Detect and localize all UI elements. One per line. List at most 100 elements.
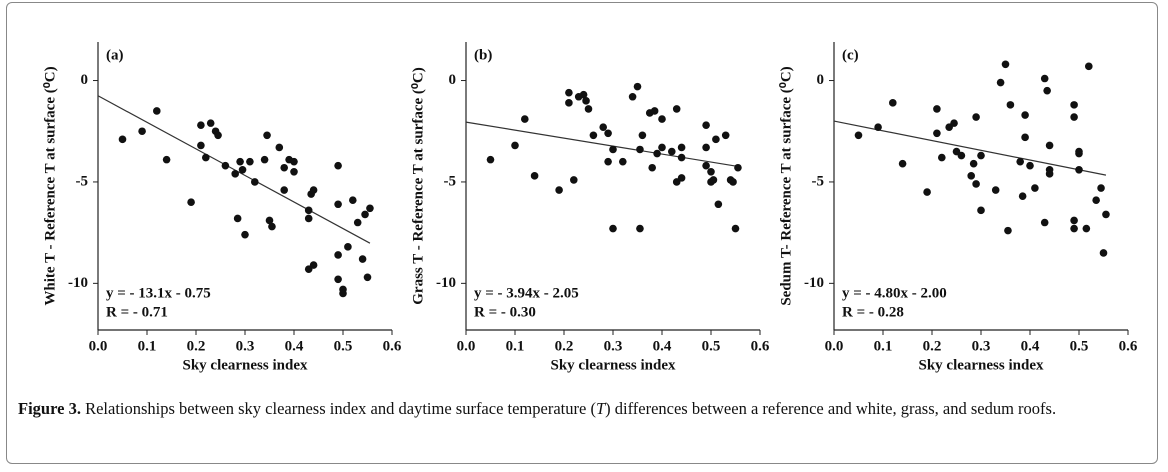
- point: [1070, 224, 1078, 233]
- point: [707, 168, 715, 176]
- point: [334, 275, 342, 284]
- point: [290, 168, 298, 176]
- point: [1102, 210, 1110, 219]
- point: [309, 261, 318, 269]
- point: [923, 188, 931, 196]
- point: [582, 97, 590, 105]
- x-tick-label: 0.2: [555, 338, 574, 354]
- point: [672, 105, 681, 113]
- point: [1040, 218, 1049, 227]
- fit-r: R = - 0.30: [474, 304, 536, 320]
- point: [714, 200, 723, 209]
- point: [187, 198, 195, 207]
- point: [619, 157, 627, 166]
- point: [153, 107, 161, 115]
- point: [1045, 141, 1054, 150]
- x-tick-label: 0.3: [236, 338, 255, 354]
- point: [246, 157, 254, 166]
- point: [633, 82, 642, 91]
- point: [1043, 86, 1051, 95]
- point: [604, 157, 612, 166]
- point: [1070, 101, 1078, 109]
- point: [609, 224, 617, 233]
- point: [1001, 60, 1010, 69]
- point: [702, 161, 710, 170]
- point: [579, 90, 588, 99]
- point: [1099, 249, 1108, 257]
- panel-label: (c): [842, 47, 859, 63]
- point: [599, 123, 607, 131]
- point: [731, 224, 740, 233]
- x-tick-label: 0.1: [506, 338, 525, 354]
- caption-label: Figure 3.: [18, 399, 81, 418]
- caption-symbol: T: [595, 399, 606, 418]
- point: [933, 105, 941, 113]
- point: [721, 131, 730, 140]
- point: [238, 165, 247, 174]
- x-tick-label: 0.0: [457, 338, 476, 354]
- x-tick-label: 0.6: [751, 338, 770, 354]
- x-tick-label: 0.3: [604, 338, 623, 354]
- point: [251, 178, 259, 186]
- fit-line: [833, 120, 1107, 176]
- y-tick-label: -10: [804, 275, 824, 291]
- point: [304, 206, 313, 215]
- point: [1075, 165, 1083, 174]
- x-axis-label: Sky clearness index: [918, 357, 1044, 373]
- point: [366, 204, 374, 213]
- point: [636, 145, 644, 154]
- y-tick-label: 0: [81, 72, 89, 88]
- x-tick-label: 0.4: [1021, 338, 1040, 354]
- point: [344, 243, 352, 251]
- point: [304, 214, 313, 223]
- point: [236, 157, 244, 166]
- point: [967, 172, 975, 180]
- point: [334, 200, 342, 209]
- point: [977, 206, 985, 215]
- caption-text: Relationships between sky clearness inde…: [85, 399, 596, 418]
- point: [118, 135, 127, 144]
- point: [638, 131, 647, 140]
- point: [138, 127, 146, 136]
- y-axis-label: Sedum T- Reference T at surface (⁰C): [778, 66, 794, 305]
- x-tick-label: 0.5: [702, 338, 721, 354]
- point: [275, 143, 284, 152]
- point: [1070, 216, 1078, 225]
- point: [677, 174, 686, 182]
- point: [1092, 196, 1100, 204]
- point: [1021, 133, 1029, 142]
- y-tick-label: -5: [812, 173, 825, 189]
- point: [358, 255, 367, 263]
- point: [349, 196, 357, 204]
- x-tick-label: 0.1: [138, 338, 157, 354]
- point: [874, 123, 882, 131]
- point: [260, 155, 269, 164]
- x-axis-label: Sky clearness index: [182, 357, 308, 373]
- point: [1026, 161, 1034, 170]
- x-tick-label: 0.1: [874, 338, 893, 354]
- point: [854, 131, 863, 140]
- x-tick-label: 0.4: [285, 338, 304, 354]
- point: [231, 170, 239, 178]
- fit-equation: y = - 4.80x - 2.00: [842, 285, 947, 301]
- point: [712, 135, 720, 144]
- point: [898, 159, 907, 168]
- point: [214, 131, 222, 140]
- point: [1097, 184, 1105, 192]
- point: [1006, 101, 1015, 109]
- point: [290, 157, 298, 166]
- point: [996, 78, 1005, 87]
- point: [555, 186, 563, 194]
- point: [658, 143, 666, 152]
- point: [1070, 113, 1078, 121]
- x-tick-label: 0.2: [187, 338, 206, 354]
- point: [972, 113, 980, 121]
- point: [206, 119, 215, 127]
- point: [361, 210, 369, 219]
- y-tick-label: 0: [449, 72, 457, 88]
- point: [268, 222, 276, 231]
- point: [677, 153, 686, 162]
- point: [933, 129, 941, 138]
- point: [1018, 192, 1027, 200]
